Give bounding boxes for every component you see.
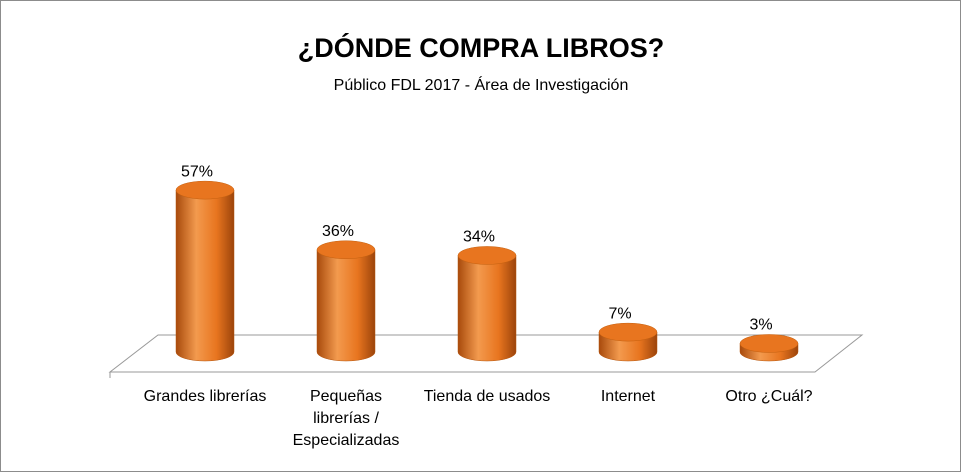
- data-label: 34%: [463, 229, 495, 246]
- data-label: 36%: [322, 223, 354, 240]
- data-label: 57%: [181, 163, 213, 180]
- cylinder-top: [457, 246, 517, 265]
- cylinder-top: [316, 240, 376, 260]
- category-label: Internet: [600, 388, 656, 405]
- cylinder: [175, 189, 235, 362]
- cylinder: [316, 249, 376, 362]
- data-label: 7%: [608, 305, 631, 322]
- cylinder-top: [175, 180, 235, 200]
- chart-title: ¿DÓNDE COMPRA LIBROS?: [298, 32, 665, 63]
- cylinder-top: [598, 322, 658, 342]
- data-label: 3%: [749, 317, 772, 334]
- cylinder-top: [739, 334, 799, 353]
- chart-subtitle: Público FDL 2017 - Área de Investigación: [334, 75, 629, 94]
- category-label: Grandes librerías: [143, 388, 267, 405]
- category-label: Otro ¿Cuál?: [725, 388, 813, 405]
- category-label: Pequeñas librerías / Especializadas: [292, 388, 400, 449]
- cylinder: [457, 255, 517, 362]
- category-label: Tienda de usados: [423, 388, 551, 405]
